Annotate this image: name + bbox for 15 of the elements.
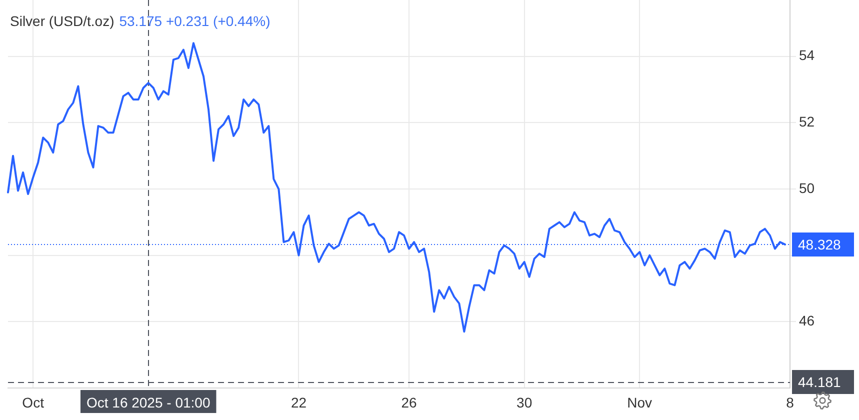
x-tick-label: Oct [22, 394, 44, 410]
y-tick-label: 50 [799, 180, 815, 196]
text: Silver (USD/t.oz) [10, 13, 114, 29]
x-tick-label: Oct 16 2025 - 01:00 [86, 394, 210, 410]
x-tick-label: 26 [401, 394, 418, 410]
y-tick-label: 54 [799, 47, 815, 64]
text: 53.175 +0.231 (+0.44%) [119, 13, 270, 29]
ref-line-label: 44.181 [798, 374, 842, 390]
x-tick-label: Nov [627, 394, 652, 410]
x-tick-label: 8 [786, 394, 794, 410]
x-tick-label: 30 [516, 394, 532, 410]
x-tick-label: 22 [290, 394, 307, 410]
ref-line-label: 48.328 [798, 236, 842, 252]
y-tick-label: 46 [799, 312, 815, 329]
y-tick-label: 52 [799, 114, 815, 130]
